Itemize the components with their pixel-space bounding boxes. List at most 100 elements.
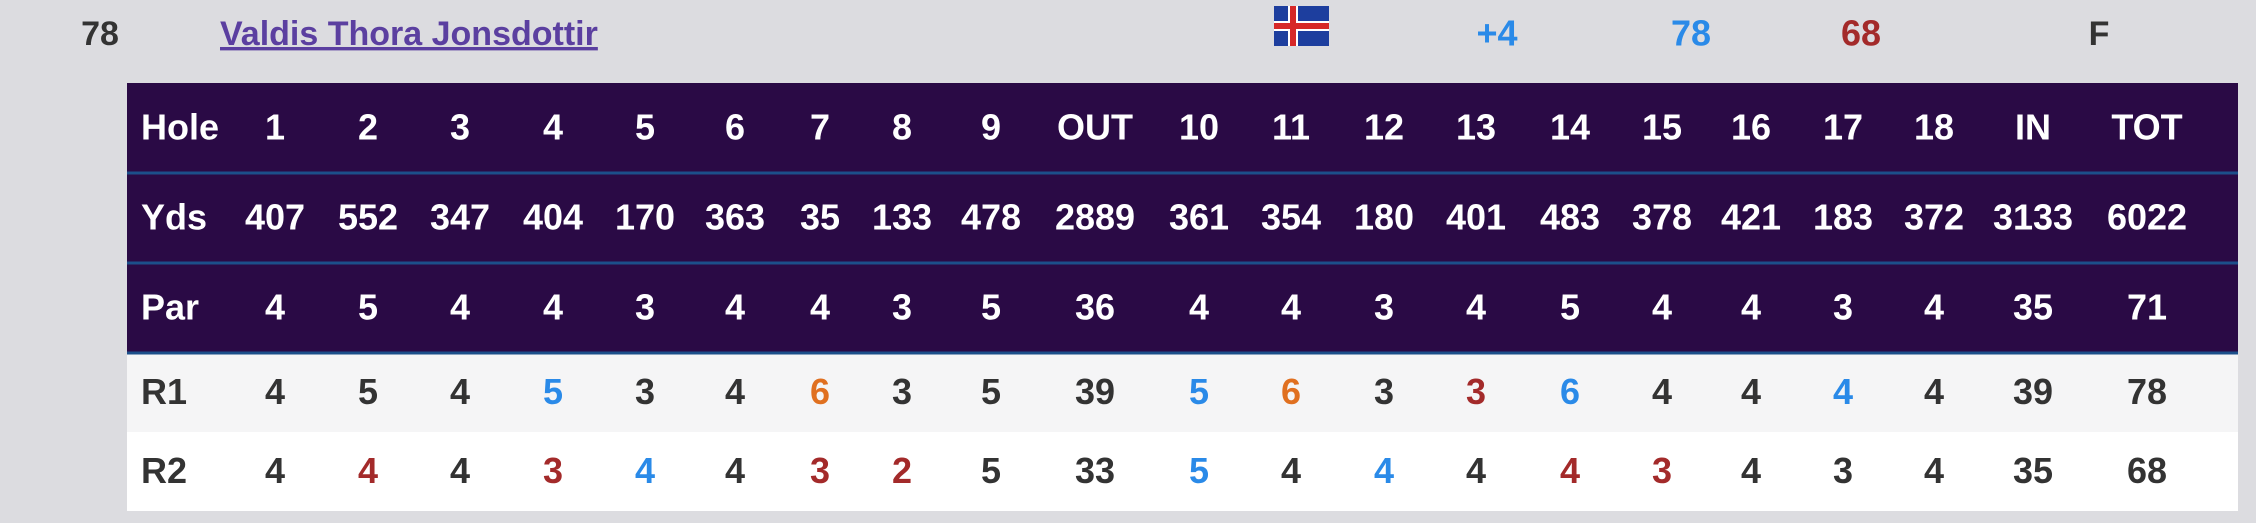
round-2-score: 68 <box>1841 13 1881 54</box>
cell: 6022 <box>2107 197 2187 238</box>
cell: 6 <box>1281 371 1301 412</box>
row-label: R1 <box>141 371 187 412</box>
cell: 6 <box>725 107 745 148</box>
cell: 4 <box>1466 450 1486 491</box>
cell: 133 <box>872 197 932 238</box>
cell: 363 <box>705 197 765 238</box>
row-label: Hole <box>141 107 219 148</box>
player-name[interactable]: Valdis Thora Jonsdottir <box>220 15 598 53</box>
cell: 4 <box>725 371 745 412</box>
cell: 4 <box>265 287 285 328</box>
cell: 3 <box>1833 450 1853 491</box>
cell: 33 <box>1075 450 1115 491</box>
row-label: R2 <box>141 450 187 491</box>
cell: 4 <box>725 287 745 328</box>
cell: IN <box>2015 107 2051 148</box>
status: F <box>2089 15 2110 53</box>
cell: 3 <box>450 107 470 148</box>
position: 78 <box>81 15 119 53</box>
cell: TOT <box>2111 107 2182 148</box>
cell: 5 <box>1189 371 1209 412</box>
cell: 5 <box>635 107 655 148</box>
cell: 35 <box>2013 450 2053 491</box>
cell: 6 <box>1560 371 1580 412</box>
cell: 4 <box>1560 450 1580 491</box>
cell: 3 <box>635 371 655 412</box>
cell: 2889 <box>1055 197 1135 238</box>
cell: 3 <box>892 371 912 412</box>
cell: 421 <box>1721 197 1781 238</box>
cell: 10 <box>1179 107 1219 148</box>
cell: 4 <box>1924 371 1944 412</box>
cell: 361 <box>1169 197 1229 238</box>
cell: 6 <box>810 371 830 412</box>
cell: 17 <box>1823 107 1863 148</box>
cell: 4 <box>543 107 563 148</box>
cell: 180 <box>1354 197 1414 238</box>
to-par: +4 <box>1476 13 1517 54</box>
cell: 39 <box>2013 371 2053 412</box>
cell: 4 <box>1741 450 1761 491</box>
row-background <box>127 432 2238 511</box>
cell: 4 <box>265 450 285 491</box>
row-label: Par <box>141 287 199 328</box>
cell: 4 <box>635 450 655 491</box>
cell: 3 <box>635 287 655 328</box>
cell: 9 <box>981 107 1001 148</box>
cell: 4 <box>1741 371 1761 412</box>
cell: 407 <box>245 197 305 238</box>
cell: 68 <box>2127 450 2167 491</box>
cell: 16 <box>1731 107 1771 148</box>
cell: 18 <box>1914 107 1954 148</box>
cell: 4 <box>1281 450 1301 491</box>
cell: 2 <box>358 107 378 148</box>
row-background <box>127 83 2238 173</box>
cell: 372 <box>1904 197 1964 238</box>
cell: 4 <box>358 450 378 491</box>
cell: 3 <box>892 287 912 328</box>
cell: 78 <box>2127 371 2167 412</box>
row-label: Yds <box>141 197 207 238</box>
cell: 4 <box>1741 287 1761 328</box>
cell: 1 <box>265 107 285 148</box>
cell: 12 <box>1364 107 1404 148</box>
cell: 3 <box>1374 371 1394 412</box>
cell: 4 <box>1652 287 1672 328</box>
row-background <box>127 353 2238 432</box>
cell: 4 <box>810 287 830 328</box>
cell: 13 <box>1456 107 1496 148</box>
cell: 4 <box>1281 287 1301 328</box>
cell: 39 <box>1075 371 1115 412</box>
cell: 4 <box>450 371 470 412</box>
cell: 4 <box>543 287 563 328</box>
cell: 35 <box>2013 287 2053 328</box>
cell: 3 <box>1652 450 1672 491</box>
cell: 5 <box>981 371 1001 412</box>
cell: 4 <box>450 287 470 328</box>
cell: 183 <box>1813 197 1873 238</box>
cell: 5 <box>543 371 563 412</box>
cell: 3 <box>810 450 830 491</box>
cell: 378 <box>1632 197 1692 238</box>
cell: 36 <box>1075 287 1115 328</box>
cell: 3 <box>1833 287 1853 328</box>
cell: 4 <box>450 450 470 491</box>
cell: 4 <box>1652 371 1672 412</box>
cell: 5 <box>981 287 1001 328</box>
cell: 3 <box>543 450 563 491</box>
cell: 5 <box>1560 287 1580 328</box>
cell: 354 <box>1261 197 1321 238</box>
cell: 401 <box>1446 197 1506 238</box>
cell: 71 <box>2127 287 2167 328</box>
cell: 4 <box>1833 371 1853 412</box>
cell: 11 <box>1272 107 1310 148</box>
round-1-score: 78 <box>1671 13 1711 54</box>
cell: 4 <box>1374 450 1394 491</box>
cell: 478 <box>961 197 1021 238</box>
row-background <box>127 263 2238 353</box>
cell: 35 <box>800 197 840 238</box>
cell: 552 <box>338 197 398 238</box>
cell: 8 <box>892 107 912 148</box>
